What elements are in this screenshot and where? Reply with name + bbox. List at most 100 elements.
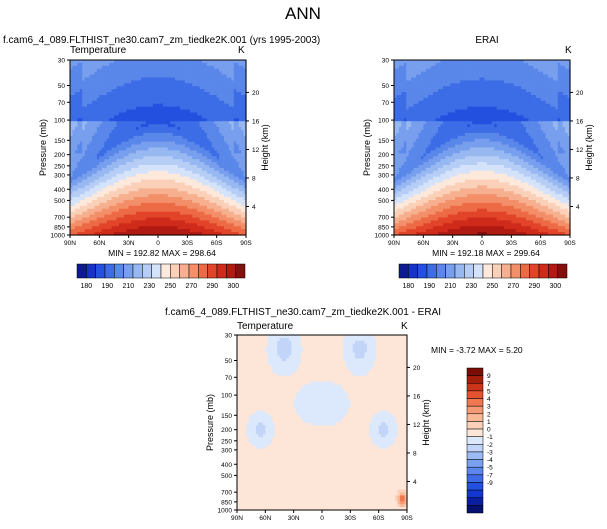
panel0-cell xyxy=(84,185,88,189)
panel0-cell xyxy=(133,71,137,76)
panel1-cell xyxy=(501,80,505,84)
panel0-cell xyxy=(140,141,144,146)
panel0-cell xyxy=(206,86,210,90)
panel1-cell xyxy=(526,68,530,73)
panel1-cell xyxy=(469,65,473,70)
panel0-cell xyxy=(118,165,122,169)
panel0-cell xyxy=(238,103,242,108)
panel1-cell xyxy=(523,65,527,70)
panel0-cell xyxy=(162,65,166,70)
panel0-cell xyxy=(228,112,232,117)
panel0-cell xyxy=(74,138,78,143)
panel0-cell xyxy=(136,188,140,192)
panel0-cell xyxy=(199,115,203,119)
panel1-cell xyxy=(472,65,476,70)
panel0-cell xyxy=(197,106,201,111)
panel0-cell xyxy=(111,141,115,146)
panel0-cell xyxy=(116,68,120,73)
panel0-cell xyxy=(116,188,120,192)
panel0-cell xyxy=(236,71,240,76)
panel0-cell xyxy=(84,220,88,224)
panel0-cell xyxy=(82,86,86,90)
panel0-cell xyxy=(138,197,142,201)
panel0-cell xyxy=(209,223,213,227)
panel0-cell xyxy=(175,65,179,70)
panel0-cell xyxy=(233,165,237,169)
panel0-cell xyxy=(243,147,247,152)
panel0-cell xyxy=(236,197,240,201)
panel0-cell xyxy=(243,208,247,213)
panel0-cell xyxy=(84,141,88,146)
panel0-cell xyxy=(128,71,132,76)
panel1-cell xyxy=(548,65,552,70)
panel0-cell xyxy=(219,170,223,175)
panel0-cell xyxy=(243,130,247,134)
panel0-cell xyxy=(153,200,157,204)
panel0-cell xyxy=(72,121,76,125)
panel0-cell xyxy=(84,170,88,175)
panel1-cell xyxy=(484,77,488,82)
panel0-cell xyxy=(109,214,113,219)
panel0-cell xyxy=(214,226,218,230)
panel0-cell xyxy=(155,130,159,134)
panel0-cell xyxy=(226,182,230,187)
panel0-cell xyxy=(158,188,162,192)
panel0-cell xyxy=(145,60,149,64)
panel0-cell xyxy=(192,127,196,131)
panel0-cell xyxy=(145,106,149,111)
panel1-cell xyxy=(445,80,449,84)
panel0-cell xyxy=(197,89,201,93)
panel0-cell xyxy=(194,132,198,137)
panel0-cell xyxy=(187,159,191,163)
panel0-cell xyxy=(180,83,184,87)
panel0-cell xyxy=(192,179,196,184)
panel1-cell xyxy=(484,74,488,79)
panel0-cell xyxy=(211,71,215,76)
panel0-cell xyxy=(219,74,223,79)
panel0-cell xyxy=(138,112,142,117)
panel0-cell xyxy=(106,173,110,178)
panel0-cell xyxy=(226,135,230,140)
panel0-cell xyxy=(187,194,191,198)
panel0-cell xyxy=(162,95,166,99)
panel0-cell xyxy=(138,130,142,134)
panel0-cell xyxy=(206,89,210,93)
panel0-cell xyxy=(162,100,166,105)
panel0-cell xyxy=(224,191,228,195)
panel0-cell xyxy=(194,202,198,207)
panel1-cell xyxy=(496,65,500,70)
panel0-cell xyxy=(111,132,115,137)
panel0-cell xyxy=(175,197,179,201)
panel0-cell xyxy=(165,77,169,82)
panel0-cell xyxy=(209,150,213,154)
panel0-cell xyxy=(243,202,247,207)
panel0-cell xyxy=(170,200,174,204)
panel0-cell xyxy=(89,179,93,184)
panel0-cell xyxy=(148,165,152,169)
panel0-cell xyxy=(194,197,198,201)
panel1-cell xyxy=(562,60,566,64)
panel1-cell xyxy=(555,71,559,76)
panel0-cell xyxy=(224,156,228,160)
panel0-cell xyxy=(74,220,78,224)
panel0-cell xyxy=(145,194,149,198)
panel0-cell xyxy=(77,170,81,175)
panel0-cell xyxy=(170,202,174,207)
panel0-cell xyxy=(236,127,240,131)
panel0-cell xyxy=(192,80,196,84)
panel1-cell xyxy=(491,68,495,73)
panel0-cell xyxy=(70,232,74,236)
panel0-cell xyxy=(150,205,154,210)
panel0-cell xyxy=(177,156,181,160)
panel0-cell xyxy=(214,130,218,134)
panel0-cell xyxy=(228,65,232,70)
panel0-cell xyxy=(241,217,245,222)
panel0-cell xyxy=(136,202,140,207)
panel0-cell xyxy=(106,138,110,143)
panel0-cell xyxy=(136,165,140,169)
panel0-cell xyxy=(84,156,88,160)
panel0-cell xyxy=(184,153,188,157)
panel0-cell xyxy=(99,162,103,166)
panel0-cell xyxy=(84,86,88,90)
panel0-cell xyxy=(140,232,144,236)
